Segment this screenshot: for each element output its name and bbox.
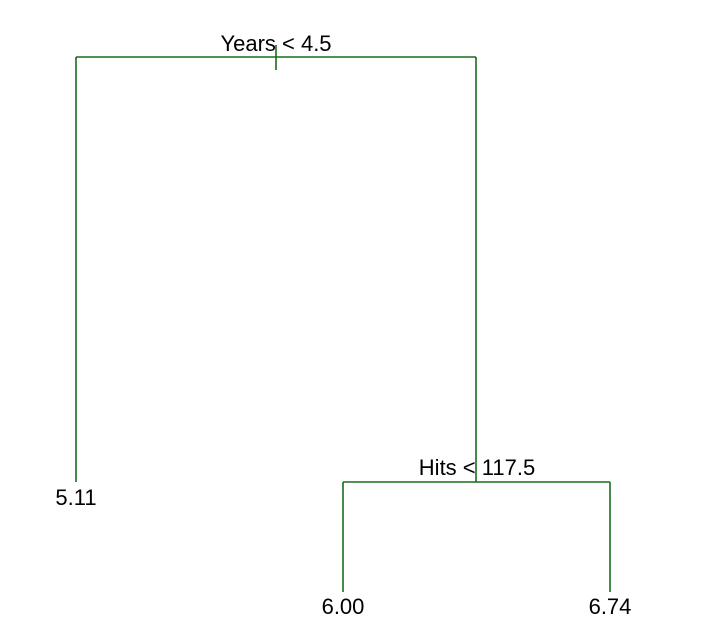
root-split-branches [75,45,477,482]
hits-split-label: Hits < 117.5 [419,455,535,480]
hits-split-branches [342,481,611,592]
leaf-right-right-value: 6.74 [589,594,632,619]
leaf-left-value: 5.11 [55,485,96,510]
leaf-right-left-value: 6.00 [322,594,365,619]
root-split-label: Years < 4.5 [220,31,331,56]
